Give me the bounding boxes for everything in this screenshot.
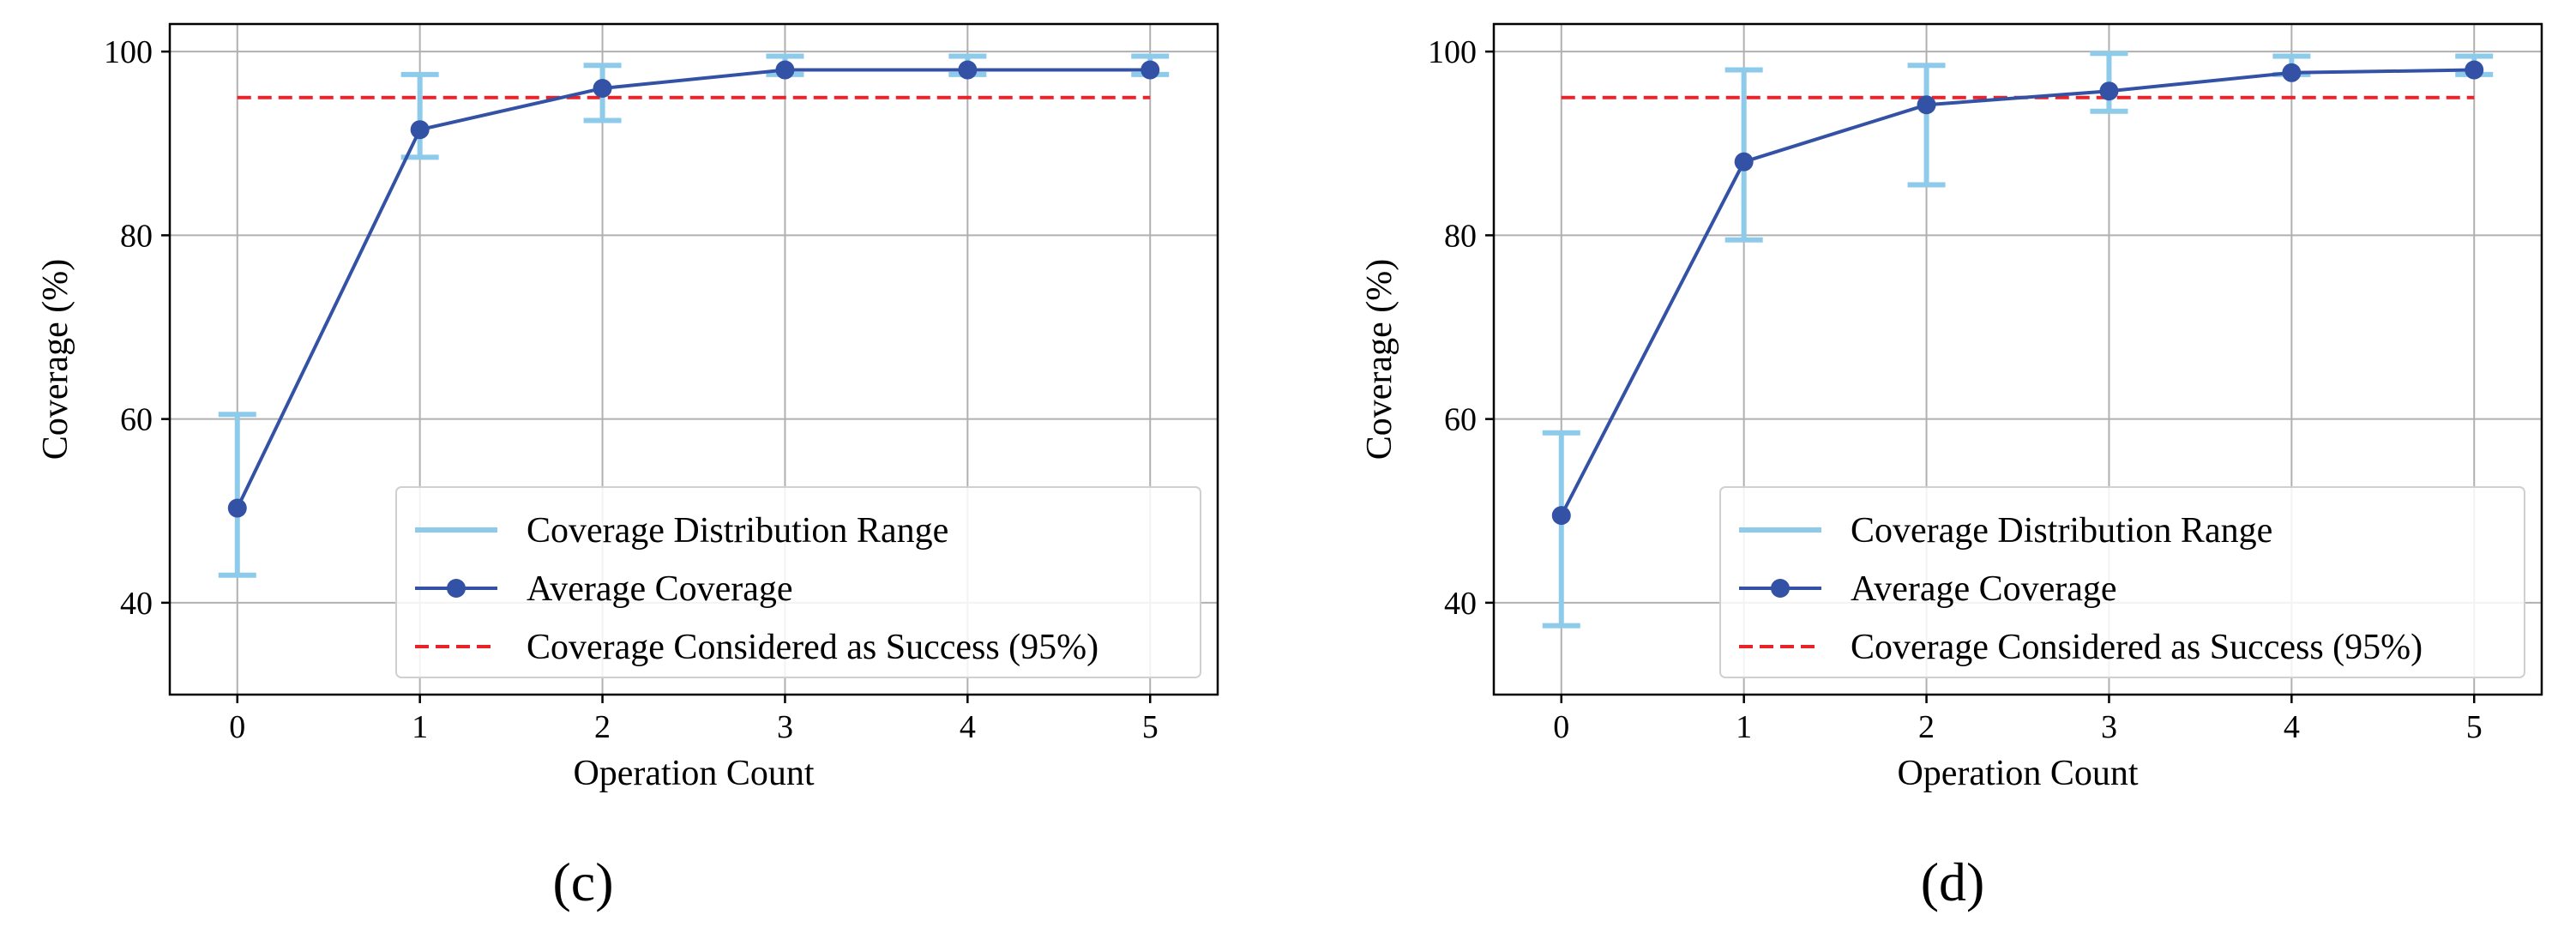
x-tick-label: 5 [2466,709,2483,745]
average-coverage-point [2282,63,2302,82]
y-tick-label: 80 [120,218,153,254]
x-tick-label: 0 [1553,709,1569,745]
legend-label: Coverage Considered as Success (95%) [527,628,1098,667]
average-coverage-line [1559,68,2475,517]
y-tick-label: 40 [120,586,153,622]
panel-label: (d) [1921,852,1985,912]
y-tick-label: 100 [1428,34,1477,70]
y-axis-label: Coverage (%) [36,259,75,460]
average-coverage-point [2465,60,2484,80]
average-coverage-point [958,60,978,80]
average-coverage-point [1141,60,1160,80]
y-tick-label: 40 [1444,586,1477,622]
average-coverage-line [235,68,1151,509]
average-coverage-point [593,78,612,98]
legend-box [395,486,1201,678]
x-tick-label: 5 [1142,709,1159,745]
legend-label: Coverage Distribution Range [1851,511,2272,551]
y-tick-label: 100 [104,34,153,70]
legend-label: Coverage Considered as Success (95%) [1851,628,2423,667]
x-tick-label: 0 [229,709,245,745]
x-axis-label: Operation Count [1897,754,2138,793]
y-tick-label: 60 [120,402,153,438]
panel-label: (c) [552,852,613,912]
x-tick-label: 3 [777,709,793,745]
legend-label: Average Coverage [1851,569,2117,609]
average-coverage-point [2099,81,2119,101]
legend-handle-average-marker [1771,579,1790,598]
legend-label: Coverage Distribution Range [527,511,948,551]
chart-panel-2: 0 1 2 3 4 5 40 60 80 100 Operation Count Coverage (… [1360,22,2543,912]
x-tick-label: 2 [594,709,611,745]
y-tick-label: 60 [1444,402,1477,438]
chart-panel-1: 0 1 2 3 4 5 40 60 80 100 Operation Count Coverage (… [36,22,1219,912]
plot-frame [1492,22,2543,696]
average-coverage-point [1734,152,1754,172]
average-coverage-point [1551,506,1571,526]
average-coverage-point [1917,95,1936,115]
average-coverage-point [775,60,795,80]
x-tick-label: 2 [1918,709,1935,745]
legend: Coverage Distribution Range Average Cover… [1719,486,2525,678]
x-tick-label: 3 [2101,709,2117,745]
x-tick-label: 4 [2284,709,2300,745]
x-axis-label: Operation Count [573,754,814,793]
y-tick-label: 80 [1444,218,1477,254]
x-tick-label: 1 [412,709,428,745]
legend-box [1719,486,2525,678]
legend: Coverage Distribution Range Average Cover… [395,486,1201,678]
average-coverage-point [227,498,247,518]
legend-label: Average Coverage [527,569,793,609]
y-axis-label: Coverage (%) [1360,259,1399,460]
x-tick-label: 1 [1736,709,1752,745]
legend-handle-average-marker [447,579,466,598]
plot-frame [168,22,1219,696]
x-tick-label: 4 [960,709,976,745]
average-coverage-point [410,120,430,140]
